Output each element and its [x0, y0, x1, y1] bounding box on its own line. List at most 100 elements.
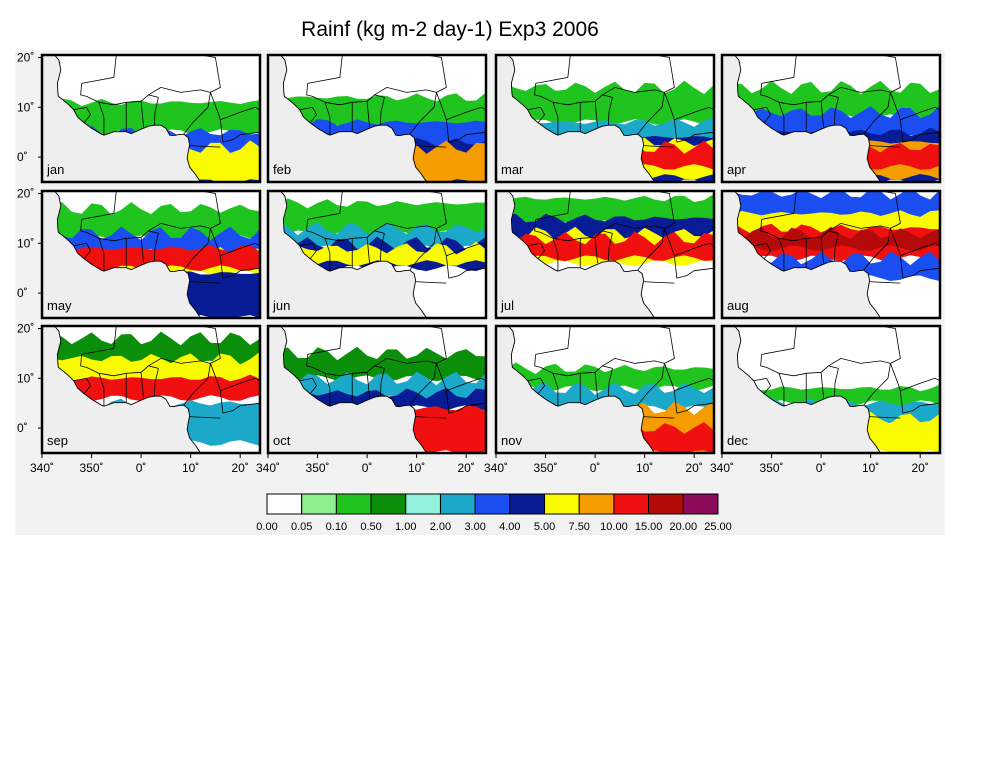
country-border [753, 242, 767, 247]
panel-frame [266, 189, 488, 320]
lon-tick-label: 0˚ [136, 461, 147, 475]
country-border [415, 281, 447, 284]
country-border [834, 97, 839, 126]
lat-tick-label: 0˚ [17, 150, 28, 164]
map-panel-jul: jul [494, 189, 716, 320]
coastline [507, 326, 714, 453]
country-border [763, 107, 772, 123]
coastline [53, 55, 260, 182]
country-border [674, 377, 714, 392]
month-label-dec: dec [727, 433, 748, 448]
colorbar-label: 3.00 [464, 521, 485, 533]
rain-band [508, 80, 714, 126]
colorbar-swatch [578, 493, 615, 515]
country-border [154, 368, 159, 397]
country-border [73, 106, 87, 111]
lon-tick-label: 10˚ [862, 461, 879, 475]
coastline [733, 191, 940, 318]
country-border [608, 97, 613, 126]
map-panel-nov: nov [494, 324, 716, 455]
country-border [436, 363, 450, 414]
country-border [594, 372, 598, 399]
country-border [448, 402, 486, 414]
country-border [643, 416, 675, 419]
country-border [900, 106, 940, 121]
month-label-nov: nov [501, 433, 522, 448]
lat-tick-label: 10˚ [17, 236, 34, 250]
country-border [869, 281, 901, 284]
country-border [409, 92, 437, 135]
country-border [366, 101, 370, 128]
country-border [309, 243, 318, 259]
map-axes: 20˚ 10˚ 0˚ 20˚ 10˚ 0˚ 20˚ 10˚ 0˚ 340˚ 350˚ 0˚ 10˚ 20˚… [17, 50, 929, 475]
country-border [535, 55, 571, 84]
coastline [733, 55, 940, 182]
rain-band [280, 241, 486, 267]
lon-tick-label: 350˚ [760, 461, 784, 475]
country-border [863, 92, 891, 135]
rain-band [54, 201, 260, 242]
lon-tick-label: 20˚ [912, 461, 929, 475]
country-border [820, 372, 824, 399]
country-border [863, 228, 891, 271]
country-border [643, 281, 675, 284]
country-border [148, 357, 211, 367]
month-label-jun: jun [272, 298, 290, 313]
colorbar-swatch [439, 493, 476, 515]
colorbar-label: 0.10 [326, 521, 347, 533]
month-label-jan: jan [46, 162, 64, 177]
rain-band [280, 221, 486, 252]
colorbar-label: 25.00 [704, 521, 732, 533]
panel-frame [720, 53, 942, 184]
month-label-oct: oct [273, 433, 291, 448]
colorbar-swatch [648, 493, 684, 515]
colorbar-swatch [335, 493, 372, 515]
country-border [761, 326, 797, 355]
colorbar-label: 2.00 [430, 521, 451, 533]
country-border [148, 222, 211, 232]
country-border [81, 55, 117, 84]
colorbar-swatch [370, 493, 407, 515]
colorbar-swatch [266, 493, 303, 515]
country-border [189, 281, 221, 284]
colorbar-swatch [613, 493, 650, 515]
country-border [602, 86, 665, 96]
country-border [374, 86, 437, 96]
country-border [535, 191, 571, 220]
country-border [98, 230, 159, 242]
country-border [602, 222, 665, 232]
lon-tick-label: 10˚ [408, 461, 425, 475]
lon-tick-label: 350˚ [534, 461, 558, 475]
country-border [220, 242, 260, 257]
country-border [299, 242, 313, 247]
map-panel-aug: aug [720, 189, 942, 320]
country-border [834, 233, 839, 262]
country-border [220, 106, 260, 121]
country-border [183, 228, 211, 271]
country-border [307, 55, 343, 84]
country-border [415, 145, 447, 148]
country-border [608, 233, 613, 262]
country-border [637, 363, 665, 406]
country-border [210, 92, 224, 143]
country-border [902, 267, 940, 279]
colorbar-swatch [544, 493, 580, 515]
country-border [446, 377, 486, 392]
country-border [890, 92, 904, 143]
map-panel-may: may [40, 189, 262, 320]
lon-tick-label: 0˚ [816, 461, 827, 475]
month-label-jul: jul [500, 298, 514, 313]
country-border [140, 101, 144, 128]
country-border [527, 377, 541, 382]
country-border [446, 242, 486, 257]
country-border [902, 402, 940, 414]
rain-bands-may [54, 201, 260, 318]
country-border [183, 363, 211, 406]
country-border [820, 101, 824, 128]
lon-tick-label: 10˚ [182, 461, 199, 475]
colorbar-swatch [301, 493, 337, 515]
country-border [552, 94, 613, 106]
month-label-aug: aug [727, 298, 749, 313]
lon-tick-label: 350˚ [306, 461, 330, 475]
